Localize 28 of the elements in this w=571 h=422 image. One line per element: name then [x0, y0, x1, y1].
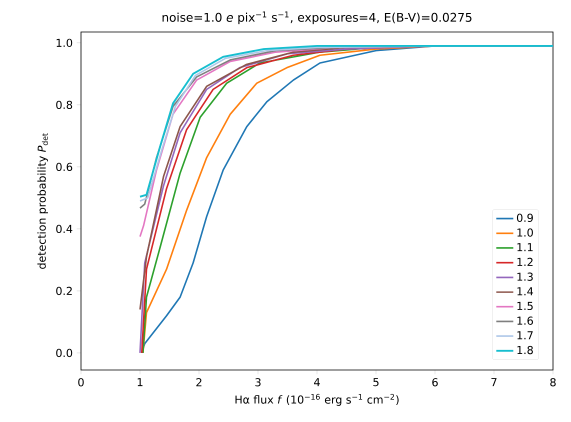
y-tick-label: 0.2 [56, 286, 72, 296]
legend-label: 1.3 [517, 272, 533, 281]
y-tick-label: 0.4 [56, 224, 72, 234]
text: Hα flux f (10$^{−16}$ erg s$^{−1}$ cm$^{−2}$) [236, 394, 399, 406]
x-tick-label: 4 [314, 378, 320, 386]
y-tick-label: 0.8 [56, 100, 72, 110]
x-tick-label: 8 [550, 378, 556, 386]
x-tick-label: 6 [432, 378, 438, 386]
x-tick-label: 3 [255, 378, 261, 386]
y-tick-label: 0.0 [56, 348, 72, 358]
x-tick-label: 1 [138, 378, 142, 386]
y-tick-label: 0.6 [56, 162, 72, 172]
legend-label: 1.2 [517, 258, 533, 266]
x-tick-label: 2 [196, 378, 202, 386]
x-tick-label: 7 [491, 378, 497, 386]
legend-label: 1.5 [517, 302, 533, 310]
y-tick-label: 1.0 [56, 38, 72, 47]
legend-label: 1.1 [517, 243, 533, 252]
x-tick-label: 0 [78, 378, 84, 386]
legend-label: 1.4 [517, 287, 534, 296]
legend-label: 1.6 [517, 316, 533, 325]
legend-label: 1.7 [517, 331, 533, 340]
legend-label: 1.0 [517, 228, 533, 237]
x-tick-label: 5 [373, 378, 379, 386]
legend-label: 0.9 [516, 214, 533, 222]
legend-label: 1.8 [517, 346, 533, 354]
y-axis-title: detection probability P$_{det}$ [37, 133, 48, 269]
chart-title: noise=1.0 e pix$^{−1}$ s$^{−1}$, exposures=4, E(B-V)=0.0275 [162, 12, 472, 24]
